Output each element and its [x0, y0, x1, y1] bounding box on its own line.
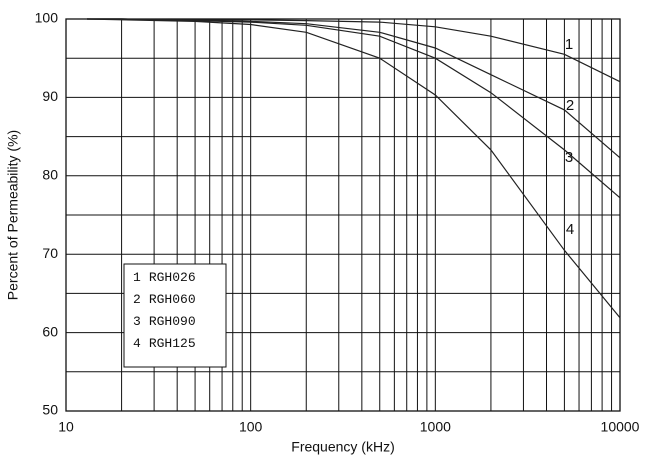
x-tick-label: 1000 — [420, 419, 451, 435]
legend-entry: 4 RGH125 — [133, 336, 196, 351]
y-tick-label: 50 — [42, 402, 58, 418]
legend-name: RGH060 — [149, 292, 196, 307]
x-axis-title: Frequency (kHz) — [291, 439, 394, 455]
plot-frame — [65, 18, 621, 412]
legend-entry: 1 RGH026 — [133, 270, 196, 285]
legend-entry: 2 RGH060 — [133, 292, 196, 307]
y-tick-label: 60 — [42, 323, 58, 339]
y-axis-title: Percent of Permeability (%) — [5, 130, 21, 300]
series-line — [86, 18, 621, 319]
legend-number: 4 — [133, 336, 141, 351]
y-tick-label: 100 — [35, 10, 59, 26]
x-tick-label: 10 — [58, 419, 74, 435]
legend-name: RGH125 — [149, 336, 196, 351]
legend-number: 3 — [133, 314, 141, 329]
curve-label: 1 — [565, 36, 573, 53]
series-line — [87, 18, 621, 83]
legend-name: RGH026 — [149, 270, 196, 285]
x-tick-label: 10000 — [601, 419, 640, 435]
legend-number: 2 — [133, 292, 141, 307]
curve-label: 2 — [566, 97, 574, 114]
curve-label: 3 — [565, 149, 573, 166]
y-tick-label: 80 — [42, 167, 58, 183]
legend: 1 RGH026 2 RGH060 3 RGH090 4 RGH125 — [123, 263, 227, 368]
legend-entry: 3 RGH090 — [133, 314, 196, 329]
series-line — [87, 18, 621, 199]
curve-label: 4 — [566, 221, 574, 238]
legend-name: RGH090 — [149, 314, 196, 329]
y-tick-label: 70 — [42, 245, 58, 261]
legend-box — [123, 263, 227, 368]
legend-number: 1 — [133, 270, 141, 285]
y-tick-label: 90 — [42, 88, 58, 104]
x-tick-label: 100 — [239, 419, 263, 435]
